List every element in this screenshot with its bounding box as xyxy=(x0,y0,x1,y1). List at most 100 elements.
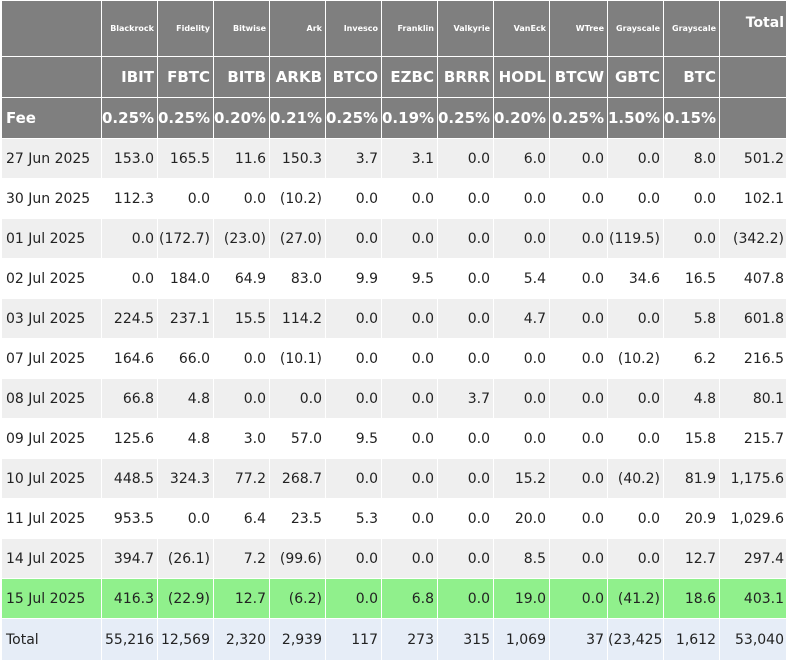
flow-cell: 0.0 xyxy=(663,218,720,259)
table-row: 02 Jul 2025 0.0 184.0 64.9 83.0 9.9 9.5 0.0 5.4 0… xyxy=(1,258,786,299)
flow-cell: 18.6 xyxy=(663,578,720,619)
flow-cell: 416.3 xyxy=(101,578,158,619)
fee-value: 0.15% xyxy=(663,97,720,139)
ticker-label: FBTC xyxy=(157,56,214,98)
issuer-header-row: Blackrock Fidelity Bitwise Ark Invesco F… xyxy=(1,0,786,57)
flow-cell: 0.0 xyxy=(663,178,720,219)
flow-cell: 4.7 xyxy=(493,298,550,339)
total-cell: 12,569 xyxy=(157,618,214,661)
flow-cell: 0.0 xyxy=(549,138,608,179)
ticker-label: BITB xyxy=(213,56,270,98)
flow-rows: 27 Jun 2025 153.0 165.5 11.6 150.3 3.7 3.1 0.0 6… xyxy=(1,138,786,619)
issuer-label: Blackrock xyxy=(101,0,158,57)
flow-cell: 66.0 xyxy=(157,338,214,379)
total-cell: 37 xyxy=(549,618,608,661)
flow-cell: 114.2 xyxy=(269,298,326,339)
row-date: 11 Jul 2025 xyxy=(1,498,102,539)
flow-cell: 34.6 xyxy=(607,258,664,299)
flow-cell: 81.9 xyxy=(663,458,720,499)
flow-cell: 0.0 xyxy=(381,178,438,219)
table-row: 27 Jun 2025 153.0 165.5 11.6 150.3 3.7 3.1 0.0 6… xyxy=(1,138,786,179)
flow-cell: 8.5 xyxy=(493,538,550,579)
fee-value: 0.21% xyxy=(269,97,326,139)
table-row: 01 Jul 2025 0.0 (172.7) (23.0) (27.0) 0.0 0.0 0… xyxy=(1,218,786,259)
ticker-label: HODL xyxy=(493,56,550,98)
row-date: 09 Jul 2025 xyxy=(1,418,102,459)
flow-cell: 64.9 xyxy=(213,258,270,299)
issuer-label: Franklin xyxy=(381,0,438,57)
flow-cell: 0.0 xyxy=(549,258,608,299)
flow-cell: 125.6 xyxy=(101,418,158,459)
flow-cell: (119.5) xyxy=(607,218,664,259)
row-total: 215.7 xyxy=(719,418,786,459)
total-cell: 273 xyxy=(381,618,438,661)
header-blank xyxy=(719,97,786,139)
total-cell: 2,939 xyxy=(269,618,326,661)
flow-cell: 0.0 xyxy=(325,458,382,499)
flow-cell: 0.0 xyxy=(549,538,608,579)
flow-cell: 7.2 xyxy=(213,538,270,579)
flow-cell: 0.0 xyxy=(325,578,382,619)
table-row: 14 Jul 2025 394.7 (26.1) 7.2 (99.6) 0.0 0.0 0.0… xyxy=(1,538,786,579)
flow-cell: 0.0 xyxy=(607,538,664,579)
flow-cell: 0.0 xyxy=(437,458,494,499)
flow-cell: (10.1) xyxy=(269,338,326,379)
row-total: 501.2 xyxy=(719,138,786,179)
flow-cell: 5.3 xyxy=(325,498,382,539)
flow-cell: 4.8 xyxy=(157,418,214,459)
flow-cell: 0.0 xyxy=(493,378,550,419)
issuer-label: Grayscale xyxy=(663,0,720,57)
row-total: 216.5 xyxy=(719,338,786,379)
ticker-label: IBIT xyxy=(101,56,158,98)
flow-cell: 0.0 xyxy=(549,418,608,459)
table-row: 08 Jul 2025 66.8 4.8 0.0 0.0 0.0 0.0 3.7 0.0 0.0 0… xyxy=(1,378,786,419)
flow-cell: 0.0 xyxy=(381,538,438,579)
flow-cell: 3.0 xyxy=(213,418,270,459)
row-date: 08 Jul 2025 xyxy=(1,378,102,419)
flow-cell: 66.8 xyxy=(101,378,158,419)
flow-cell: 0.0 xyxy=(437,138,494,179)
flow-cell: 268.7 xyxy=(269,458,326,499)
flow-cell: (10.2) xyxy=(607,338,664,379)
flow-cell: 0.0 xyxy=(437,498,494,539)
flow-cell: (41.2) xyxy=(607,578,664,619)
flow-cell: 16.5 xyxy=(663,258,720,299)
flow-cell: 0.0 xyxy=(549,178,608,219)
flow-cell: 0.0 xyxy=(607,138,664,179)
issuer-label: Fidelity xyxy=(157,0,214,57)
flow-cell: 0.0 xyxy=(549,578,608,619)
row-total: 80.1 xyxy=(719,378,786,419)
row-date: 14 Jul 2025 xyxy=(1,538,102,579)
row-total: 403.1 xyxy=(719,578,786,619)
issuer-label: WTree xyxy=(549,0,608,57)
flow-cell: 0.0 xyxy=(325,298,382,339)
flow-cell: 153.0 xyxy=(101,138,158,179)
issuer-label: Invesco xyxy=(325,0,382,57)
row-date: 27 Jun 2025 xyxy=(1,138,102,179)
flow-cell: 19.0 xyxy=(493,578,550,619)
flow-cell: 165.5 xyxy=(157,138,214,179)
flow-cell: 0.0 xyxy=(437,578,494,619)
ticker-label: ARKB xyxy=(269,56,326,98)
flow-cell: (23.0) xyxy=(213,218,270,259)
row-date: 30 Jun 2025 xyxy=(1,178,102,219)
ticker-label: BRRR xyxy=(437,56,494,98)
flow-cell: 0.0 xyxy=(493,218,550,259)
flow-cell: 6.4 xyxy=(213,498,270,539)
row-date: 10 Jul 2025 xyxy=(1,458,102,499)
flow-cell: 4.8 xyxy=(157,378,214,419)
flow-cell: 15.2 xyxy=(493,458,550,499)
total-cell: 117 xyxy=(325,618,382,661)
flow-cell: 448.5 xyxy=(101,458,158,499)
flow-cell: 0.0 xyxy=(493,178,550,219)
flow-cell: 0.0 xyxy=(213,378,270,419)
fee-value: 0.25% xyxy=(157,97,214,139)
flow-cell: 8.0 xyxy=(663,138,720,179)
flow-cell: 0.0 xyxy=(381,458,438,499)
flow-cell: 83.0 xyxy=(269,258,326,299)
row-total: 297.4 xyxy=(719,538,786,579)
flow-cell: 184.0 xyxy=(157,258,214,299)
flow-cell: 0.0 xyxy=(437,298,494,339)
flow-cell: 15.5 xyxy=(213,298,270,339)
